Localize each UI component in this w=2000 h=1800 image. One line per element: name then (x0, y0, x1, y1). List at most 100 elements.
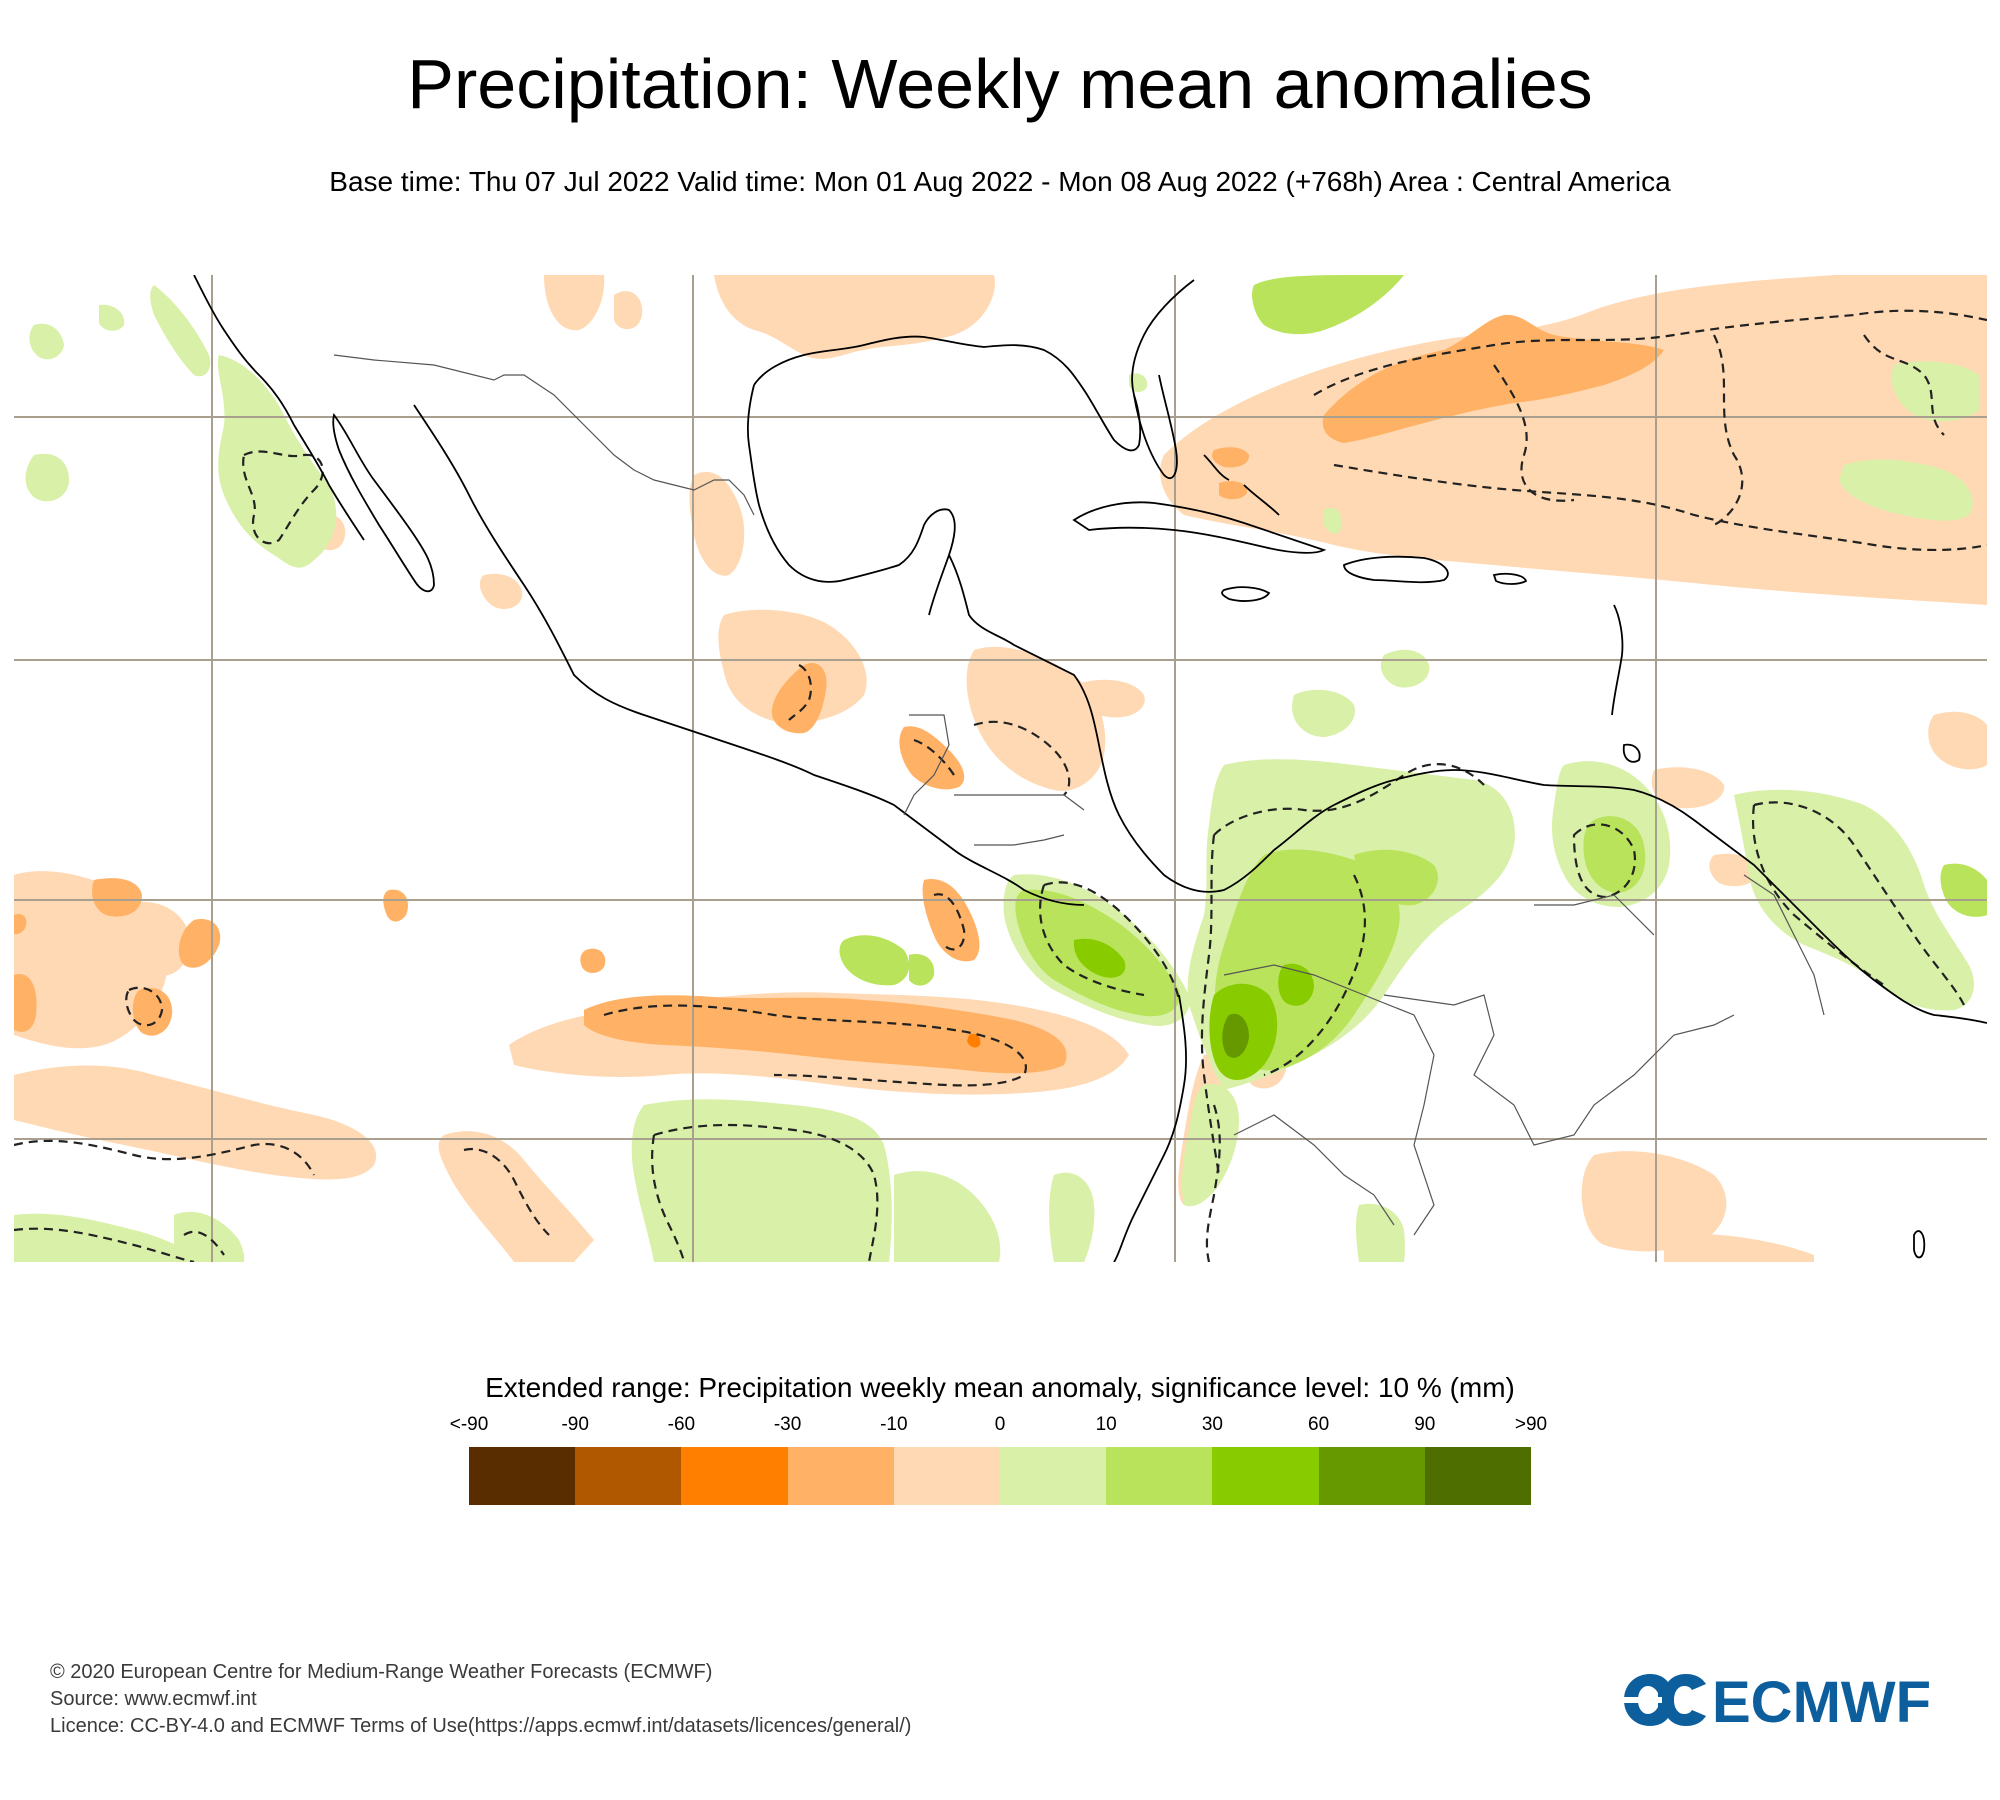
legend-tick-label: -60 (667, 1414, 696, 1435)
anomaly-area (1222, 1013, 1249, 1058)
coastline (1611, 604, 1624, 716)
anomaly-area (14, 974, 37, 1032)
coastline (1622, 743, 1641, 763)
anomaly-area (1709, 853, 1759, 887)
significance-contour (242, 450, 324, 545)
anomaly-area (967, 1033, 981, 1048)
anomaly-area (544, 275, 605, 331)
legend-tick-label: 30 (1201, 1414, 1223, 1435)
coastline (1113, 994, 1187, 1262)
ecmwf-logo-text: ECMWF (1712, 1670, 1931, 1732)
anomaly-area (909, 954, 935, 986)
significance-contour (603, 1004, 1027, 1087)
anomaly-area (217, 355, 337, 568)
anomaly-area (132, 987, 173, 1036)
anomaly-area (899, 726, 965, 790)
border (954, 794, 1085, 811)
coastline (746, 384, 956, 616)
anomaly-area (1581, 1151, 1727, 1252)
significance-contours (14, 309, 1987, 1262)
significance-contour (1213, 763, 1485, 836)
significance-contour (651, 1134, 686, 1262)
significance-contour (183, 1230, 225, 1256)
coastline (1243, 484, 1280, 516)
significance-contour (1313, 309, 1987, 396)
coastline (948, 554, 1275, 893)
legend-color-swatch (1106, 1447, 1213, 1505)
anomaly-area (718, 609, 867, 724)
anomaly-layer-dark-green (1222, 1013, 1249, 1058)
coastline (1273, 769, 1987, 1024)
anomaly-layer-dark-orange (967, 1033, 981, 1048)
legend-color-swatch (469, 1447, 576, 1505)
ecmwf-logo: ECMWF (1622, 1670, 1931, 1732)
significance-contour (913, 738, 955, 776)
significance-contour (933, 893, 966, 951)
legend-tick-label: 60 (1308, 1414, 1330, 1435)
significance-contour (973, 720, 1071, 796)
anomaly-area (1354, 849, 1438, 906)
anomaly-area (584, 995, 1067, 1074)
legend-title: Extended range: Precipitation weekly mea… (485, 1372, 1515, 1403)
anomaly-area (1292, 689, 1355, 737)
border (1233, 1114, 1395, 1226)
anomaly-area (1891, 361, 1979, 422)
anomaly-area (771, 662, 827, 734)
anomaly-area (1940, 863, 1987, 917)
coastline (1913, 1230, 1926, 1259)
legend-ticks: <-90 -90 -60 -30 -10 0 10 30 60 90 >90 (450, 1414, 1547, 1438)
anomaly-area (1160, 275, 1987, 605)
anomaly-area (1664, 1233, 1814, 1262)
anomaly-area (1219, 481, 1248, 500)
legend-color-swatch (787, 1447, 894, 1505)
anomaly-area (1049, 1172, 1095, 1262)
anomaly-area (174, 1211, 245, 1262)
coastline (1133, 374, 1178, 480)
ecmwf-logo-emblem (1622, 1674, 1706, 1726)
border (974, 834, 1065, 846)
anomaly-area (894, 1171, 1001, 1262)
legend-tick-label: >90 (1514, 1414, 1548, 1435)
significance-contour (653, 1123, 879, 1262)
page-subtitle: Base time: Thu 07 Jul 2022 Valid time: M… (329, 166, 1671, 197)
anomaly-area (631, 1099, 892, 1262)
coastline (753, 279, 1195, 452)
significance-contour (1493, 364, 1575, 502)
legend-tick-label: 0 (994, 1414, 1006, 1435)
anomaly-area (92, 878, 142, 917)
legend-tick-label: 90 (1414, 1414, 1436, 1435)
coastline (332, 412, 435, 593)
anomaly-area (438, 1131, 594, 1262)
anomaly-area (479, 573, 523, 609)
significance-contour (1753, 801, 1965, 1006)
anomaly-area (25, 453, 69, 502)
significance-contour (1713, 334, 1744, 526)
significance-contour (1200, 834, 1221, 1176)
footer: © 2020 European Centre for Medium-Range … (50, 1659, 911, 1740)
anomaly-area (118, 901, 190, 976)
border (903, 714, 950, 816)
significance-contour (14, 1139, 315, 1176)
coastlines (193, 275, 1987, 1262)
anomaly-area (839, 935, 910, 986)
anomaly-area (1252, 275, 1404, 335)
page-title: Precipitation: Weekly mean anomalies (407, 45, 1593, 123)
footer-licence: Licence: CC-BY-4.0 and ECMWF Terms of Us… (50, 1715, 912, 1737)
anomaly-area (178, 919, 221, 968)
legend-tick-label: -30 (773, 1414, 802, 1435)
anomaly-area (29, 323, 64, 360)
significance-contour (1263, 874, 1366, 1077)
legend-tick-label: -10 (880, 1414, 908, 1435)
anomaly-area (1324, 507, 1343, 534)
anomaly-area (383, 889, 409, 922)
anomaly-area (1212, 447, 1250, 468)
legend-tick-label: -90 (561, 1414, 589, 1435)
significance-contour (788, 664, 813, 721)
coastline (1221, 586, 1271, 602)
legend-color-swatch (893, 1447, 1001, 1505)
footer-copyright: © 2020 European Centre for Medium-Range … (50, 1661, 713, 1683)
anomaly-area (1181, 1084, 1239, 1207)
coastline (193, 275, 365, 541)
anomaly-area (689, 471, 745, 576)
coastline (1203, 454, 1230, 481)
